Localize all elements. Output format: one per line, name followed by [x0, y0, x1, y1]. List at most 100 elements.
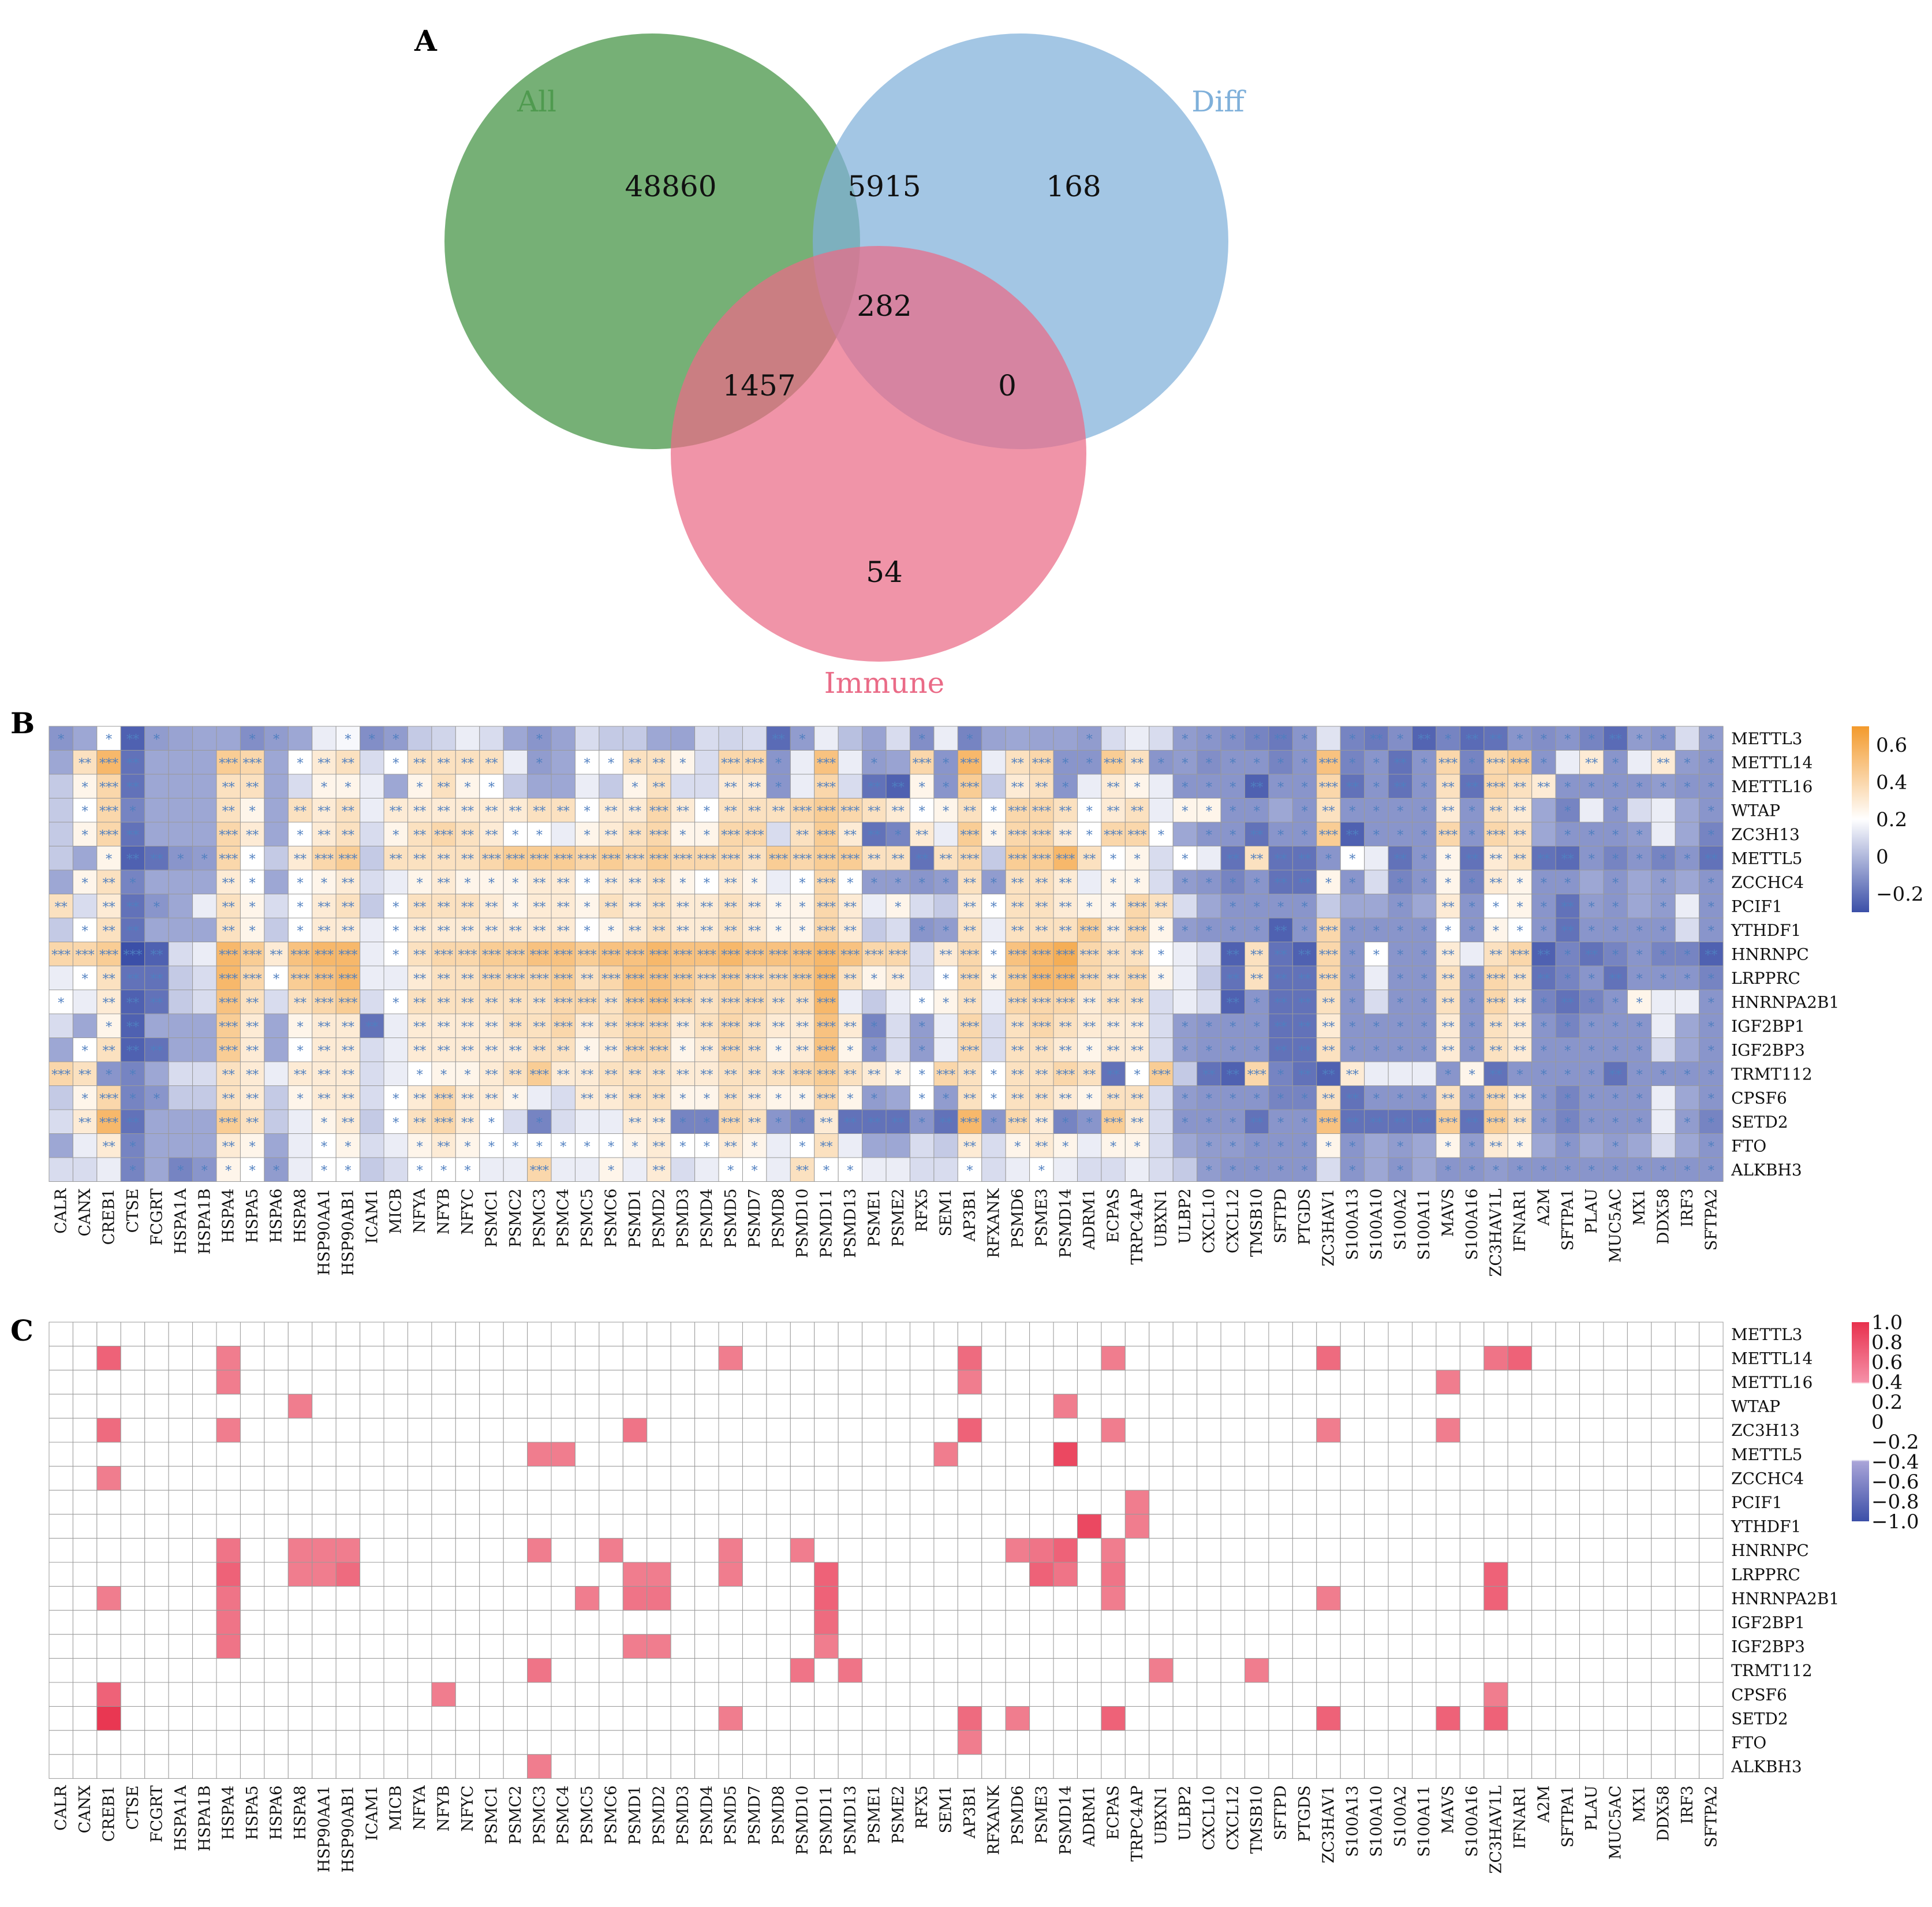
- heatmap-b-cell: [909, 942, 935, 966]
- heatmap-c-cell: [814, 1394, 839, 1419]
- heatmap-b-significance: ***: [817, 948, 836, 962]
- heatmap-b-significance: ***: [721, 829, 740, 843]
- heatmap-c-cell: [933, 1346, 958, 1371]
- heatmap-b-significance: ***: [578, 996, 597, 1010]
- heatmap-b-significance: **: [1011, 924, 1024, 939]
- heatmap-b-significance: *: [704, 829, 710, 843]
- heatmap-c-cell: [551, 1346, 576, 1371]
- heatmap-c-cell: [1531, 1369, 1556, 1395]
- heatmap-c-cell: [96, 1586, 121, 1611]
- heatmap-c-cell: [287, 1394, 313, 1419]
- heatmap-b-significance: **: [629, 804, 641, 819]
- heatmap-b-significance: *: [1254, 876, 1260, 891]
- heatmap-b-significance: **: [605, 829, 618, 843]
- heatmap-b-significance: *: [584, 829, 591, 843]
- heatmap-b-significance: *: [895, 876, 901, 891]
- heatmap-b-significance: **: [485, 996, 498, 1010]
- heatmap-c-cell: [622, 1658, 648, 1683]
- heatmap-c-cell: [240, 1490, 265, 1515]
- heatmap-b-significance: **: [438, 804, 450, 819]
- heatmap-b-significance: **: [1322, 996, 1335, 1010]
- heatmap-b-significance: **: [1059, 1020, 1072, 1035]
- heatmap-b-significance: **: [342, 1020, 354, 1035]
- heatmap-b-significance: **: [652, 1140, 665, 1154]
- heatmap-c-cell: [814, 1682, 839, 1707]
- heatmap-b-cell: [1579, 798, 1604, 823]
- heatmap-b-significance: *: [536, 1140, 543, 1154]
- heatmap-b-significance: **: [1011, 1020, 1024, 1035]
- heatmap-c-cell: [72, 1610, 98, 1635]
- heatmap-b-significance: ***: [721, 996, 740, 1010]
- heatmap-b-significance: *: [1302, 1140, 1308, 1154]
- heatmap-b-significance: *: [991, 1092, 997, 1106]
- heatmap-b-column-label: TRPC4AP: [1128, 1189, 1146, 1265]
- venn-region-all-immune: 1457: [722, 369, 795, 402]
- heatmap-b-significance: ***: [601, 972, 621, 987]
- heatmap-c-row-label: HNRNPA2B1: [1731, 1589, 1839, 1608]
- heatmap-c-cell: [287, 1730, 313, 1755]
- heatmap-c-cell: [144, 1586, 169, 1611]
- heatmap-c-cell: [1245, 1537, 1269, 1563]
- heatmap-c-cell: [216, 1442, 241, 1467]
- heatmap-b-significance: *: [345, 1140, 351, 1154]
- heatmap-b-significance: *: [1660, 781, 1666, 795]
- heatmap-c-cell: [431, 1610, 456, 1635]
- heatmap-c-cell: [527, 1586, 552, 1611]
- heatmap-c-cell: [1507, 1610, 1533, 1635]
- heatmap-c-cell: [48, 1586, 73, 1611]
- heatmap-b-significance: **: [246, 1116, 259, 1130]
- heatmap-b-significance: *: [1708, 1044, 1714, 1058]
- heatmap-c-cell: [479, 1537, 504, 1563]
- heatmap-b-significance: **: [461, 972, 474, 987]
- heatmap-c-column-label: CALR: [53, 1785, 70, 1831]
- heatmap-b-significance: *: [345, 781, 351, 795]
- heatmap-b-cell: [96, 846, 121, 871]
- heatmap-c-cell: [957, 1634, 982, 1659]
- heatmap-b-significance: *: [991, 829, 997, 843]
- heatmap-c-cell: [1603, 1682, 1628, 1707]
- heatmap-b-cell: [360, 965, 384, 990]
- heatmap-c-cell: [1005, 1514, 1030, 1539]
- heatmap-b-significance: *: [608, 756, 614, 771]
- heatmap-c-cell: [1220, 1537, 1246, 1563]
- heatmap-c-cell: [407, 1586, 432, 1611]
- heatmap-c-cell: [72, 1682, 98, 1707]
- heatmap-b-significance: **: [844, 1116, 857, 1130]
- heatmap-b-cell: [168, 822, 193, 846]
- heatmap-c-cell: [1555, 1706, 1580, 1731]
- heatmap-b-significance: *: [536, 733, 543, 747]
- heatmap-b-cell: [622, 774, 648, 798]
- heatmap-b-significance: *: [1589, 733, 1595, 747]
- heatmap-c-cell: [670, 1514, 696, 1539]
- heatmap-b-column-label: PSMD3: [674, 1189, 692, 1248]
- heatmap-b-significance: *: [297, 1092, 304, 1106]
- heatmap-c-cell: [72, 1322, 98, 1347]
- heatmap-c-cell: [1005, 1610, 1030, 1635]
- heatmap-c-cell: [264, 1634, 289, 1659]
- heatmap-b-significance: *: [991, 876, 997, 891]
- heatmap-b-significance: *: [1684, 1164, 1690, 1178]
- heatmap-b-significance: *: [1516, 924, 1523, 939]
- heatmap-c-cell: [1268, 1417, 1293, 1443]
- heatmap-b-significance: **: [772, 1068, 785, 1083]
- heatmap-c-cell: [1172, 1730, 1198, 1755]
- heatmap-c-cell: [1436, 1346, 1460, 1371]
- heatmap-c-cell: [407, 1754, 432, 1779]
- heatmap-b-significance: *: [1469, 804, 1475, 819]
- heatmap-c-cell: [670, 1634, 696, 1659]
- heatmap-b-significance: **: [1657, 756, 1670, 771]
- heatmap-b-significance: *: [1564, 733, 1571, 747]
- heatmap-b-cell: [1651, 990, 1676, 1014]
- heatmap-b-significance: *: [273, 733, 279, 747]
- heatmap-c-cell: [1124, 1394, 1150, 1419]
- heatmap-b-significance: ***: [1486, 1116, 1505, 1130]
- heatmap-c-cell: [1149, 1562, 1174, 1587]
- heatmap-b-significance: *: [106, 1020, 112, 1035]
- heatmap-b-significance: *: [1564, 1068, 1571, 1083]
- heatmap-c-cell: [1101, 1610, 1126, 1635]
- heatmap-b-column-label: PSMD10: [794, 1189, 812, 1258]
- heatmap-b-cell: [1436, 798, 1460, 823]
- heatmap-c-column-label: PSMC6: [603, 1785, 621, 1844]
- heatmap-b-significance: *: [297, 756, 304, 771]
- heatmap-b-significance: **: [126, 756, 139, 771]
